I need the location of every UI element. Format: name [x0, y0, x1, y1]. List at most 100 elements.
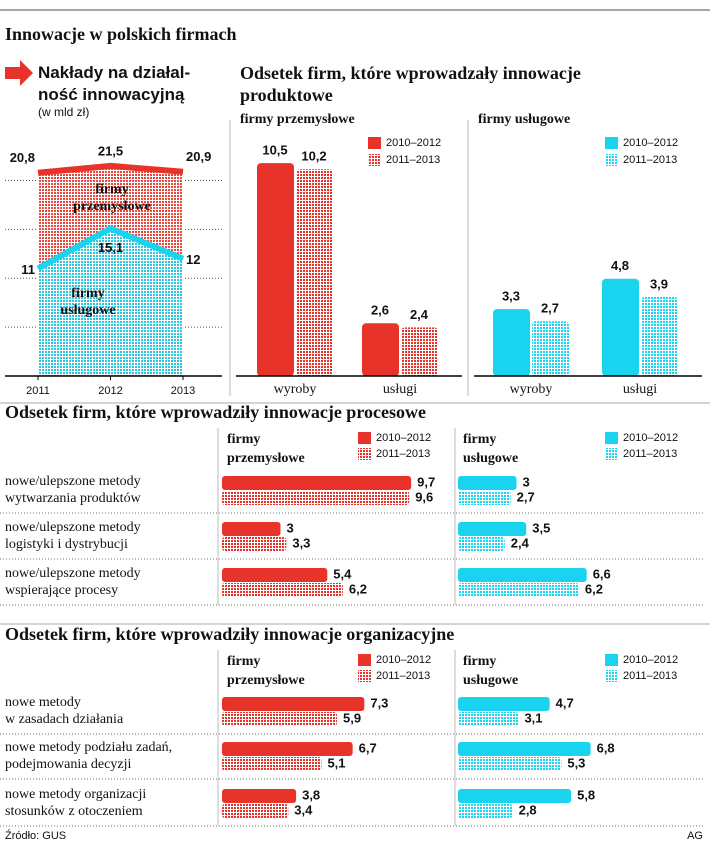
bar	[257, 163, 294, 376]
value-label: 21,5	[98, 143, 123, 158]
value-label: 3,1	[524, 710, 542, 725]
value-label: 9,6	[415, 489, 433, 504]
bar	[458, 537, 505, 551]
value-label: 3,4	[294, 802, 313, 817]
value-label: 2,4	[410, 307, 429, 322]
panel-title: firmy usługowe	[478, 112, 570, 127]
x-tick-label: 2012	[98, 385, 122, 397]
series-label: firmy usługowe	[60, 286, 115, 318]
x-tick-label: wyroby	[510, 382, 553, 397]
value-label: 12	[186, 252, 200, 267]
chart-title: Odsetek firm, które wprowadziły innowacj…	[5, 624, 454, 644]
x-tick-label: wyroby	[274, 382, 317, 397]
legend-label: 2010–2012	[386, 137, 441, 149]
line	[37, 162, 184, 176]
legend-swatch	[368, 154, 381, 166]
x-tick-label: usługi	[623, 382, 657, 397]
series-label: firmy przemysłowe	[73, 182, 151, 214]
bar	[222, 757, 322, 771]
bar	[222, 491, 410, 505]
value-label: 5,3	[567, 755, 585, 770]
value-label: 11	[21, 262, 35, 277]
value-label: 2,7	[541, 301, 559, 316]
source: Źródło: GUS	[5, 829, 66, 842]
value-label: 15,1	[98, 240, 123, 255]
bar	[296, 169, 333, 376]
value-label: 3	[287, 520, 294, 535]
value-label: 7,3	[370, 695, 388, 710]
bar	[222, 537, 287, 551]
legend-label: 2011–2013	[623, 448, 677, 460]
bar	[458, 757, 562, 771]
value-label: 6,6	[593, 566, 611, 581]
value-label: 4,7	[556, 695, 574, 710]
bar	[222, 522, 281, 536]
value-label: 3,3	[502, 289, 520, 304]
legend-swatch	[605, 654, 618, 666]
value-label: 9,7	[417, 474, 435, 489]
chart-title: Odsetek firm, które wprowadzały innowacj…	[240, 63, 581, 105]
x-tick-label: 2013	[171, 385, 195, 397]
value-label: 3,8	[302, 787, 320, 802]
bar	[458, 789, 572, 803]
x-tick-label: 2011	[26, 385, 50, 397]
value-label: 4,8	[611, 258, 629, 273]
category-label: nowe metody organizacji stosunków z otocz…	[5, 787, 146, 819]
category-label: nowe/ulepszone metody logistyki i dystryb…	[5, 520, 141, 552]
category-label: nowe/ulepszone metody wspierające procesy	[5, 566, 141, 598]
legend-label: 2010–2012	[376, 654, 431, 666]
value-label: 2,8	[519, 802, 537, 817]
value-label: 5,9	[343, 710, 361, 725]
value-label: 6,2	[349, 581, 367, 596]
page-title: Innowacje w polskich firmach	[5, 24, 237, 44]
bar	[222, 568, 328, 582]
legend-label: 2011–2013	[623, 154, 677, 166]
legend-swatch	[368, 137, 381, 149]
value-label: 3,5	[532, 520, 550, 535]
bar	[362, 323, 399, 376]
legend-label: 2011–2013	[623, 670, 677, 682]
bar	[458, 804, 513, 818]
bar	[222, 742, 353, 756]
category-label: nowe metody w zasadach działania	[5, 695, 124, 727]
bar	[458, 712, 519, 726]
value-label: 2,6	[371, 303, 389, 318]
bar	[458, 568, 587, 582]
legend-swatch	[358, 670, 371, 682]
value-label: 10,2	[301, 149, 326, 164]
legend-swatch	[358, 448, 371, 460]
bar	[641, 296, 678, 376]
value-label: 3	[523, 474, 530, 489]
bar	[458, 742, 591, 756]
panel-title: firmy usługowe	[463, 432, 518, 466]
x-tick-label: usługi	[383, 382, 417, 397]
bar	[401, 327, 438, 376]
bar	[458, 476, 517, 490]
legend-swatch	[605, 154, 618, 166]
value-label: 20,8	[10, 150, 35, 165]
legend-swatch	[358, 432, 371, 444]
value-label: 5,4	[333, 566, 352, 581]
panel-title: firmy przemysłowe	[227, 654, 305, 688]
legend-label: 2010–2012	[623, 137, 678, 149]
bar	[532, 321, 569, 376]
area	[38, 228, 183, 376]
value-label: 6,7	[359, 740, 377, 755]
bar	[222, 583, 343, 597]
value-label: 20,9	[186, 149, 211, 164]
category-label: nowe/ulepszone metody wytwarzania produkt…	[5, 474, 142, 506]
bar	[222, 697, 365, 711]
legend-swatch	[605, 448, 618, 460]
panel-title: firmy przemysłowe	[240, 112, 355, 127]
bar	[222, 476, 412, 490]
chart-title: Nakłady na działal-ność innowacyjną	[38, 63, 190, 104]
chart-subtitle: (w mld zł)	[38, 105, 89, 119]
value-label: 6,2	[585, 581, 603, 596]
bar	[222, 789, 297, 803]
legend-label: 2010–2012	[623, 654, 678, 666]
arrow-icon	[5, 60, 33, 86]
value-label: 5,8	[577, 787, 595, 802]
bar	[493, 309, 530, 376]
bar	[458, 491, 511, 505]
legend-swatch	[605, 432, 618, 444]
